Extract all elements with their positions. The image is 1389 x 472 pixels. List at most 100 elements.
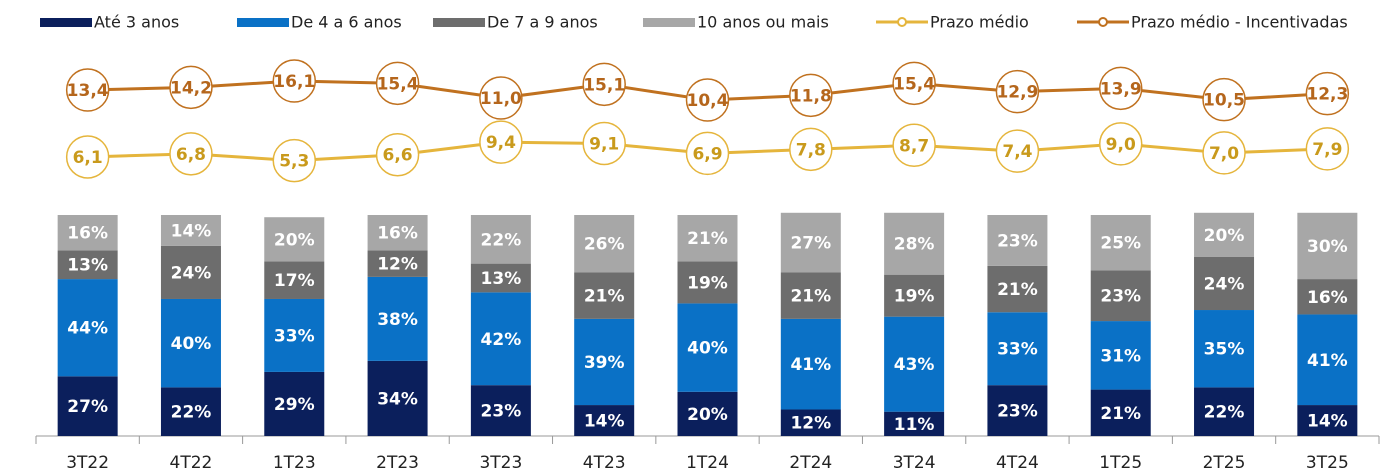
bar-segment [1194,387,1255,436]
line-label: 6,8 [176,145,206,165]
bar-label: 20% [1204,226,1245,246]
bar-segment [987,385,1048,436]
legend-label: Prazo médio - Incentivadas [1131,13,1348,32]
line-marker [65,135,110,179]
bar-label: 16% [67,224,108,244]
line-label: 15,1 [583,75,625,95]
bar-segment [264,371,325,436]
bar-segment [677,261,738,304]
line-label: 7,4 [1002,142,1032,162]
bar-label: 39% [584,353,625,373]
line-label: 7,0 [1209,144,1239,164]
line-label: 11,0 [480,89,522,109]
line-marker [1098,122,1143,166]
bar-label: 24% [171,263,212,283]
x-tick-label: 3T22 [66,453,109,472]
bar-segment [1090,270,1151,322]
line-marker [995,129,1040,173]
bar-label: 20% [687,405,728,425]
bar-label: 41% [790,355,831,375]
bar-label: 16% [1307,288,1348,308]
bar-segment [574,405,635,436]
line-label: 13,9 [1100,79,1142,99]
bar-segment [1090,321,1151,390]
line-marker [169,65,213,110]
bar-segment [57,250,118,280]
line-marker [685,131,730,176]
bar-label: 21% [790,287,831,307]
bar-segment [1194,310,1255,388]
bar-segment [677,391,738,436]
bar-label: 14% [171,221,212,241]
bar-label: 23% [1100,287,1141,307]
line-marker [685,78,730,122]
bar-segment [470,385,531,436]
bar-segment [57,376,118,436]
bar-segment [470,292,531,386]
line-marker [892,61,936,106]
bar-segment [1194,256,1255,311]
bar-label: 23% [997,231,1038,251]
bar-label: 38% [377,310,418,330]
bar-label: 23% [997,402,1038,422]
line-label: 10,5 [1203,91,1245,111]
line-label: 8,7 [899,136,929,156]
legend-label: De 4 a 6 anos [291,13,402,32]
bar-segment [1194,212,1255,257]
line-marker [582,121,626,166]
bar-segment [884,212,945,275]
line-marker [169,132,213,176]
line-marker [789,127,833,172]
line-marker [1202,131,1246,175]
bar-segment [574,318,635,406]
line-label: 5,3 [279,152,309,172]
bar-label: 14% [1307,412,1348,432]
bar-segment [57,279,118,377]
bar-label: 34% [377,389,418,409]
bar-segment [367,360,428,436]
bar-label: 30% [1307,237,1348,257]
bar-segment [1297,405,1358,436]
line-marker [375,132,420,177]
x-tick-label: 3T25 [1306,453,1349,472]
bar-segment [677,215,738,262]
line-label: 7,8 [796,140,826,160]
bar-segment [1090,389,1151,436]
bar-label: 20% [274,230,315,250]
bar-label: 22% [1204,403,1245,423]
bar-label: 17% [274,271,315,291]
line-marker [1305,71,1350,116]
line-label: 7,9 [1312,140,1342,160]
bar-label: 27% [790,234,831,254]
line-marker [1098,66,1143,111]
line-marker [65,68,110,112]
legend-marker [1098,17,1108,27]
bar-segment [160,387,221,436]
line-marker [479,76,523,120]
bar-segment [884,316,945,412]
bar-label: 27% [67,397,108,417]
x-tick-label: 2T23 [376,453,419,472]
bar-segment [264,217,325,262]
legend-swatch [643,18,695,27]
bar-label: 19% [687,273,728,293]
bar-label: 24% [1204,275,1245,295]
x-tick-label: 1T23 [273,453,316,472]
bar-label: 31% [1100,346,1141,366]
bar-label: 13% [67,256,108,276]
line-label: 6,1 [73,148,103,168]
line-label: 9,4 [486,133,516,153]
bar-label: 19% [894,287,935,307]
line-marker [272,59,317,103]
bar-segment [264,261,325,299]
bar-segment [1297,212,1358,280]
bar-segment [57,215,118,251]
bar-label: 40% [171,334,212,354]
line-label: 6,6 [383,146,413,166]
bar-label: 12% [790,414,831,434]
line-label: 13,4 [67,81,109,101]
bar-label: 41% [1307,351,1348,371]
x-tick-label: 3T23 [479,453,522,472]
line-marker [272,138,317,183]
